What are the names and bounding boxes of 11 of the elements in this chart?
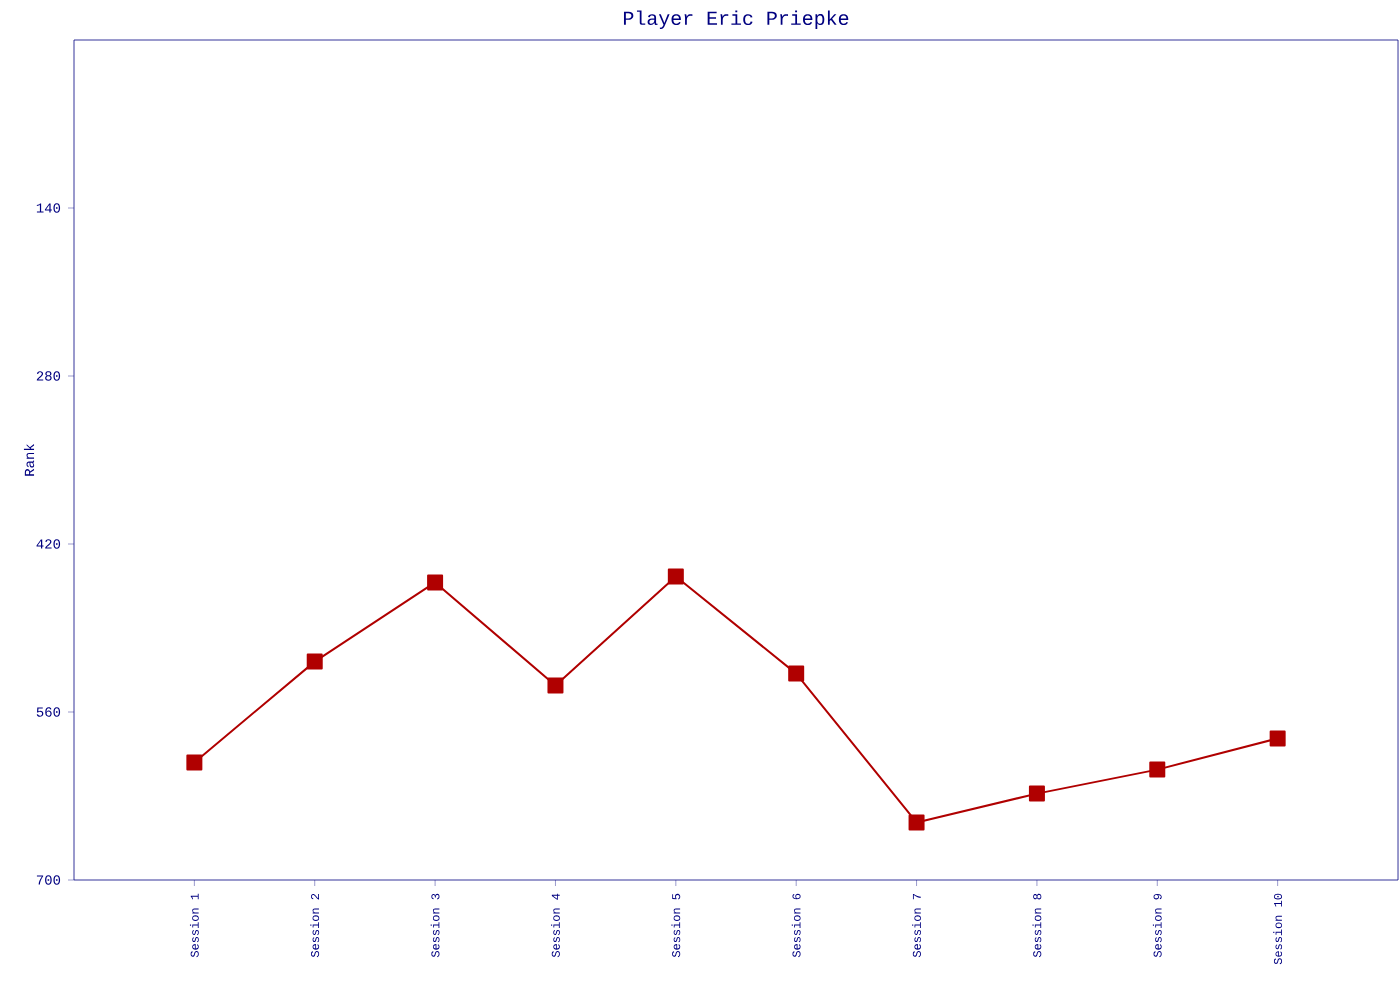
point <box>1149 761 1166 778</box>
point <box>788 665 805 682</box>
point <box>186 754 203 771</box>
point <box>427 574 444 591</box>
point <box>306 653 323 670</box>
point <box>667 568 684 585</box>
point <box>908 814 925 831</box>
point <box>1269 730 1286 747</box>
chart-title: Player Eric Priepke <box>623 10 849 29</box>
point <box>547 677 564 694</box>
point <box>1028 785 1045 802</box>
